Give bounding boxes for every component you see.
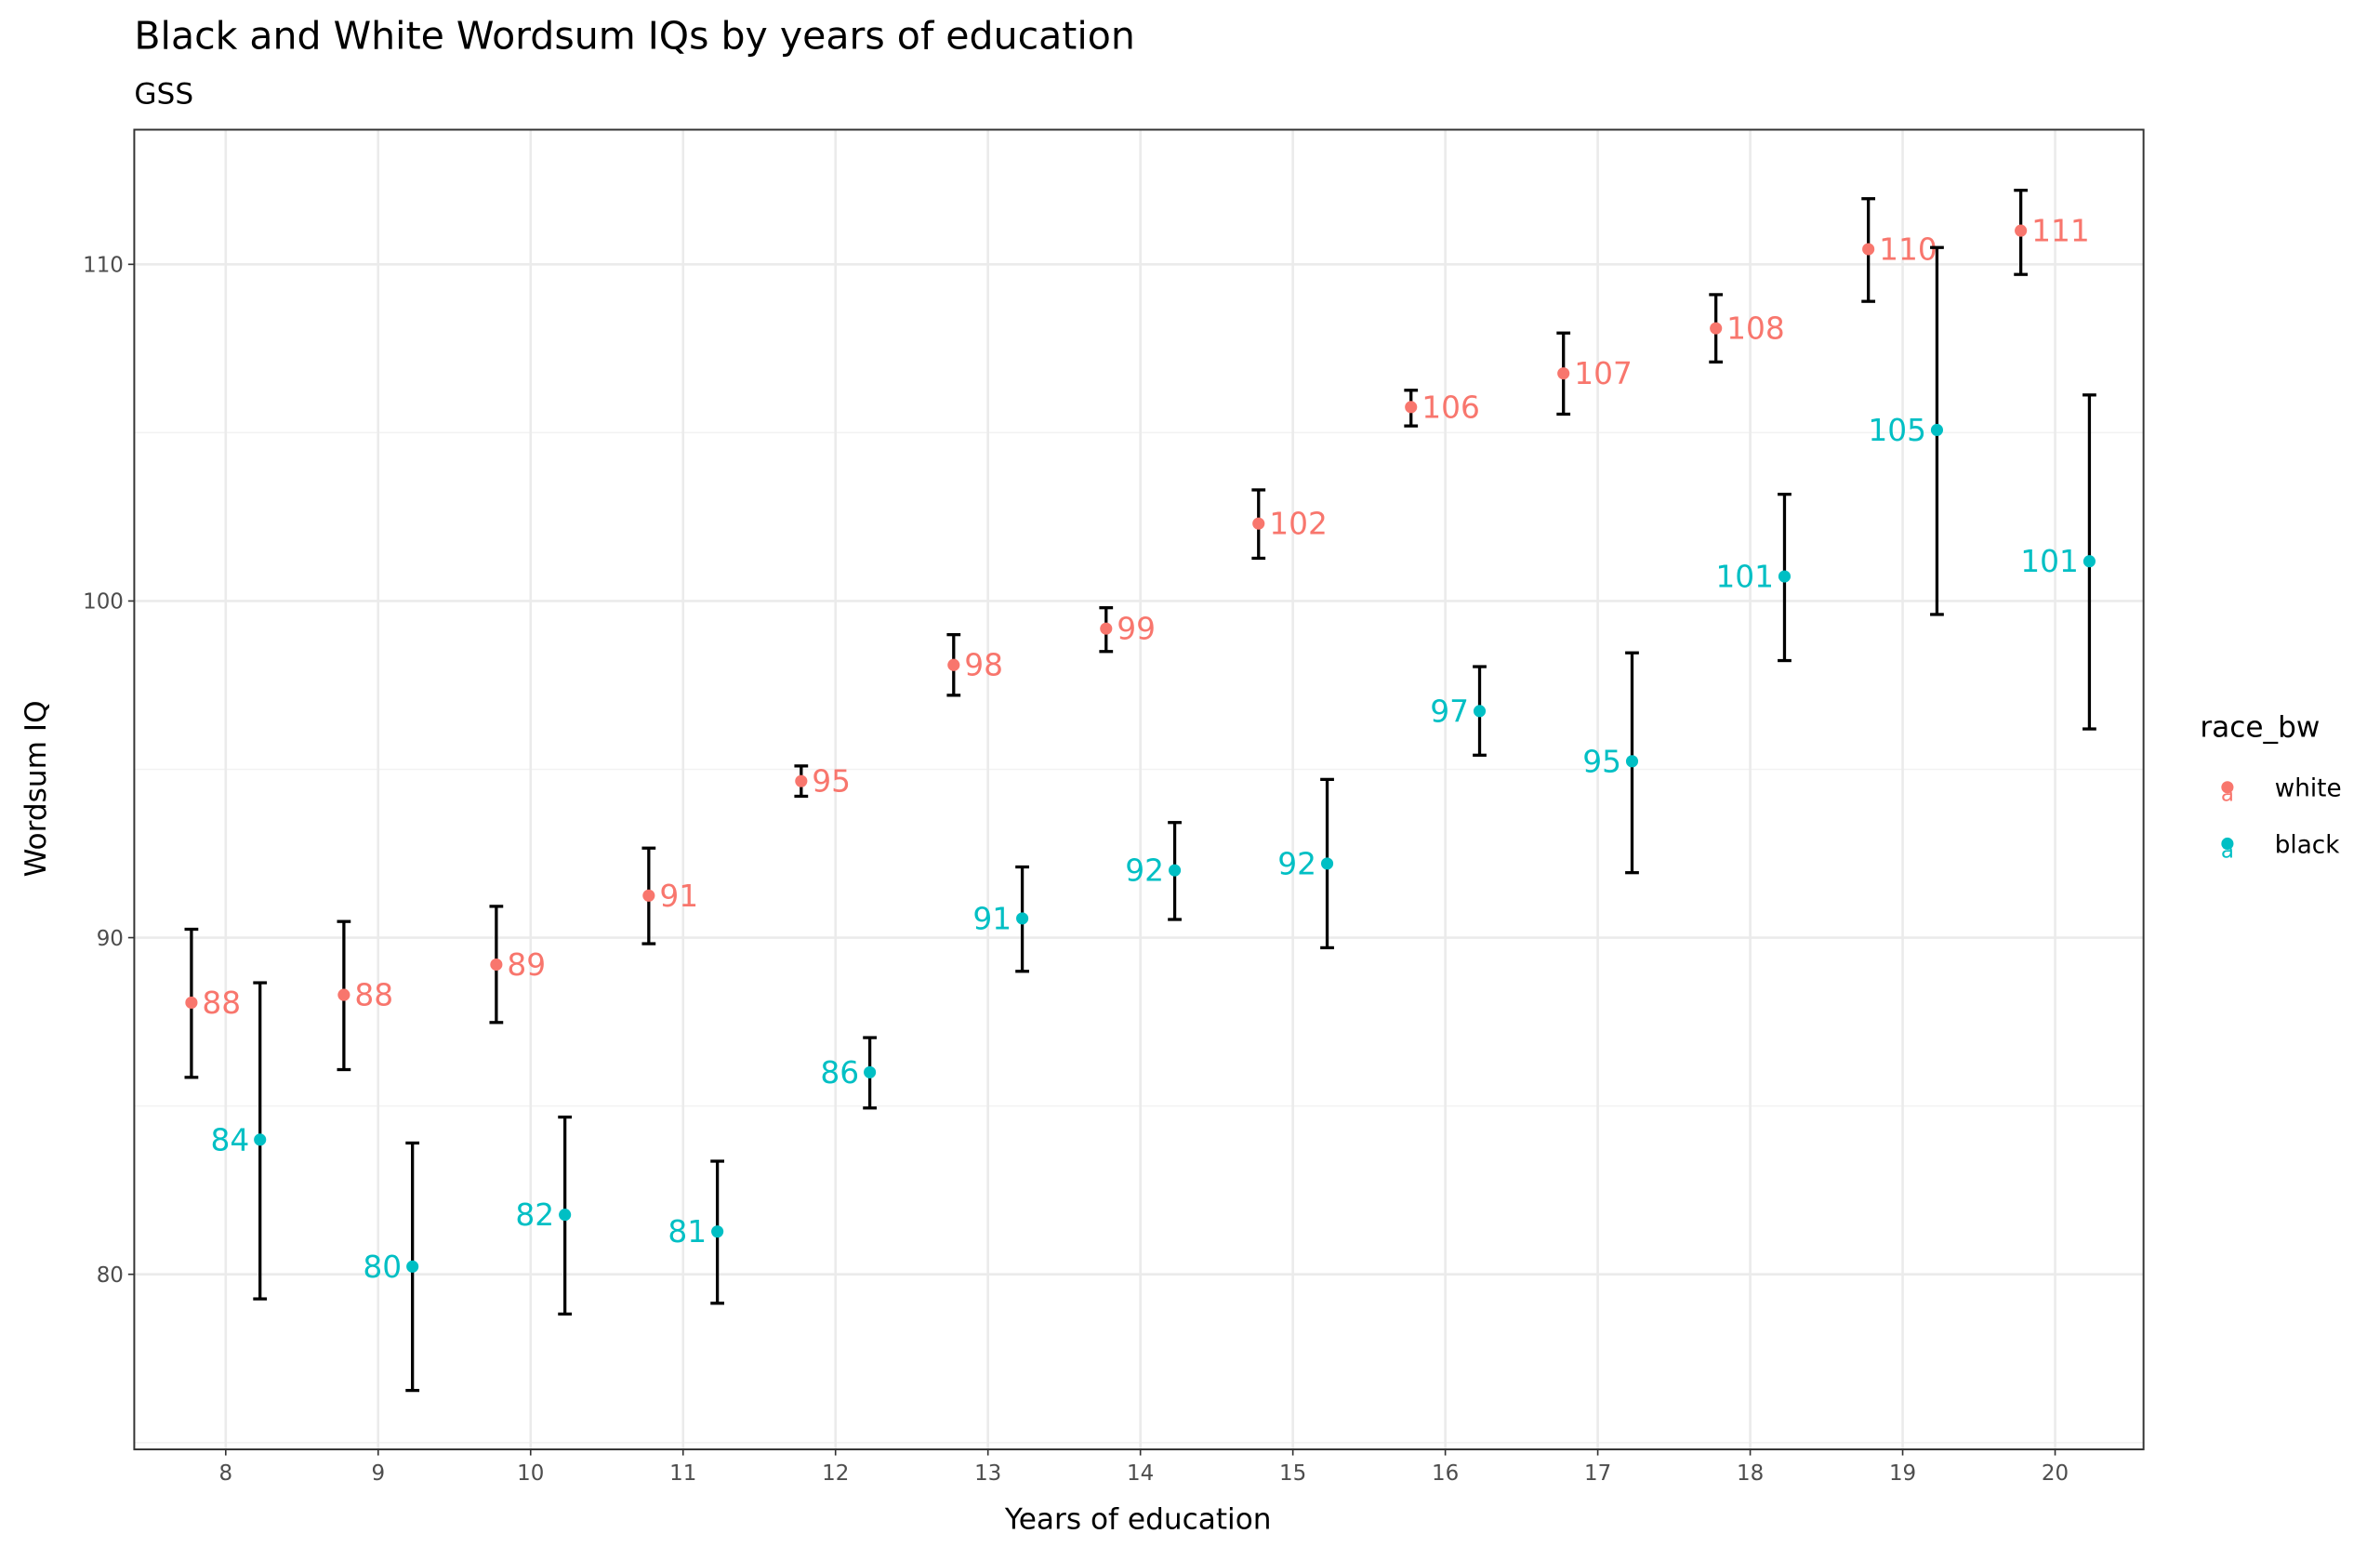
x-tick-label: 13: [974, 1461, 1001, 1486]
x-tick-label: 12: [822, 1461, 849, 1486]
data-point: [254, 1133, 267, 1146]
data-point: [1930, 423, 1944, 437]
data-label: 99: [1117, 612, 1156, 647]
legend-label: black: [2275, 831, 2340, 859]
y-axis-ticks: 80 90 100 110: [83, 254, 135, 1288]
data-point: [559, 1209, 572, 1222]
data-point: [711, 1225, 724, 1238]
data-label: 89: [507, 947, 546, 983]
data-label: 91: [659, 879, 698, 914]
legend-item-black: a black: [2221, 831, 2340, 863]
data-label: 95: [812, 764, 851, 800]
data-point: [1320, 857, 1334, 870]
series-white: 88 88 89 91 95 98 99 102 106 107 108 110 111: [184, 189, 2090, 1079]
data-point: [1168, 864, 1182, 877]
data-point: [795, 774, 808, 787]
legend-key-point: [2221, 837, 2234, 851]
data-label: 81: [668, 1214, 707, 1250]
data-point: [2015, 224, 2028, 237]
chart-subtitle: GSS: [134, 78, 193, 112]
legend-key-text: a: [2221, 783, 2234, 807]
data-label: 95: [1582, 744, 1621, 779]
data-point: [1778, 570, 1792, 583]
data-label: 107: [1574, 356, 1633, 391]
legend-item-white: a white: [2221, 775, 2342, 807]
data-label: 106: [1421, 390, 1480, 425]
data-label: 108: [1726, 311, 1785, 347]
x-tick-label: 19: [1889, 1461, 1916, 1486]
data-point: [1405, 401, 1418, 414]
x-tick-label: 11: [669, 1461, 696, 1486]
y-tick-label: 110: [83, 254, 124, 278]
x-tick-label: 9: [371, 1461, 385, 1486]
x-tick-label: 15: [1279, 1461, 1306, 1486]
data-point: [1473, 705, 1487, 718]
data-label: 101: [1715, 559, 1774, 594]
data-marks: 88 88 89 91 95 98 99 102 106 107 108 110 111 84 80 82 81…: [184, 189, 2096, 1393]
data-label: 91: [972, 901, 1012, 936]
data-label: 88: [354, 978, 393, 1013]
data-label: 110: [1879, 232, 1937, 268]
x-tick-label: 18: [1737, 1461, 1764, 1486]
data-point: [1710, 322, 1723, 335]
x-tick-label: 20: [2042, 1461, 2069, 1486]
data-point: [947, 658, 960, 671]
data-point: [642, 889, 655, 902]
data-label: 80: [363, 1250, 402, 1285]
data-point: [1557, 367, 1570, 380]
data-point: [1862, 243, 1875, 256]
grid: [134, 129, 2144, 1449]
data-label: 86: [820, 1055, 859, 1091]
data-label: 102: [1269, 507, 1328, 542]
data-point: [2082, 555, 2096, 568]
data-label: 101: [2020, 544, 2079, 579]
legend-title: race_bw: [2200, 711, 2320, 745]
data-point: [490, 958, 503, 972]
x-tick-label: 17: [1584, 1461, 1611, 1486]
data-point: [864, 1065, 877, 1078]
data-point: [1100, 622, 1113, 635]
y-tick-label: 100: [83, 590, 124, 615]
x-axis-ticks: 8 9 10 11 12 13 14 15 16 17 18 19 20: [218, 1448, 2069, 1486]
data-label: 88: [202, 985, 241, 1021]
data-label: 111: [2031, 214, 2090, 249]
legend-key-point: [2221, 781, 2234, 794]
x-tick-label: 8: [218, 1461, 232, 1486]
x-tick-label: 10: [517, 1461, 544, 1486]
x-tick-label: 16: [1432, 1461, 1459, 1486]
legend-label: white: [2275, 775, 2342, 803]
series-black: 84 80 82 81 86 91 92 92 97 95 101 105 101: [210, 245, 2096, 1393]
legend: race_bw a white a black: [2200, 711, 2341, 864]
legend-key-text: a: [2221, 839, 2234, 863]
data-label: 82: [515, 1197, 554, 1233]
data-label: 97: [1430, 694, 1469, 729]
data-label: 98: [964, 648, 1003, 683]
data-point: [1252, 517, 1265, 530]
y-tick-label: 90: [97, 927, 124, 951]
data-point: [1625, 755, 1639, 768]
data-point: [406, 1260, 419, 1273]
plot-background: [134, 129, 2144, 1449]
data-label: 84: [210, 1122, 249, 1157]
data-label: 105: [1868, 413, 1926, 448]
data-label: 92: [1125, 853, 1164, 889]
plot-panel-border: [133, 128, 2145, 1450]
data-point: [1016, 912, 1029, 925]
data-label: 92: [1277, 846, 1316, 881]
y-axis-label: Wordsum IQ: [20, 700, 53, 877]
chart-title: Black and White Wordsum IQs by years of …: [134, 14, 1134, 59]
y-tick-label: 80: [97, 1263, 124, 1288]
data-point: [185, 996, 198, 1010]
x-axis-label: Years of education: [1004, 1502, 1272, 1536]
data-point: [337, 988, 350, 1001]
x-tick-label: 14: [1127, 1461, 1154, 1486]
